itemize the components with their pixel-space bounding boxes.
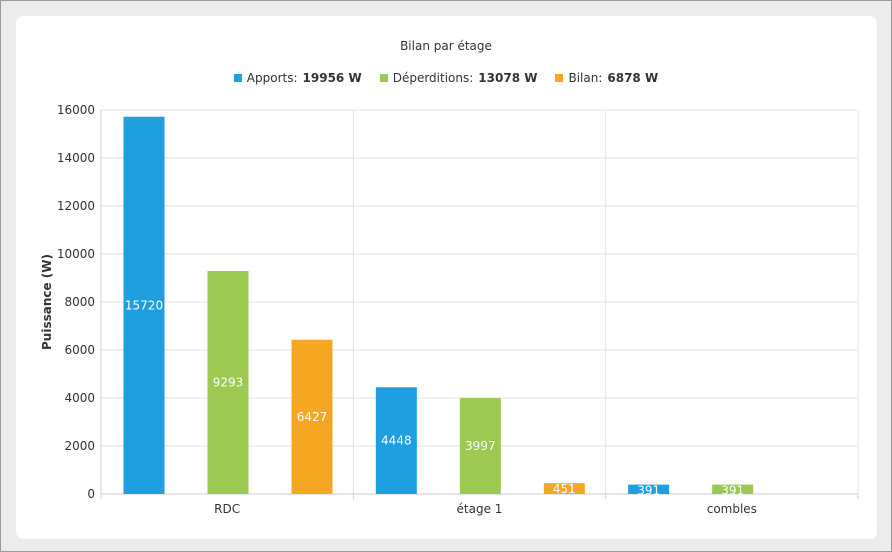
- bar-data-label: 6427: [297, 410, 328, 424]
- bar-data-label: 3997: [465, 439, 496, 453]
- legend-label-apports: Apports:: [246, 71, 298, 85]
- x-tick-label: RDC: [214, 502, 240, 516]
- chart-legend: Apports: 19956 W Déperditions: 13078 W B…: [0, 71, 892, 85]
- bar-data-label: 4448: [381, 434, 412, 448]
- bar-apports: [375, 387, 417, 494]
- bar-bilan: [543, 483, 585, 494]
- y-axis-title: Puissance (W): [40, 254, 54, 350]
- bar-data-label: 391: [637, 484, 660, 498]
- bar-bilan: [291, 339, 333, 494]
- legend-item-bilan[interactable]: Bilan: 6878 W: [555, 71, 658, 85]
- bar-dperditions: [207, 270, 249, 494]
- legend-value-apports: 19956 W: [302, 71, 362, 85]
- legend-item-deperditions[interactable]: Déperditions: 13078 W: [379, 71, 538, 85]
- y-tick-label: 10000: [57, 247, 95, 261]
- bar-data-label: 451: [553, 482, 576, 496]
- legend-value-deperditions: 13078 W: [478, 71, 538, 85]
- y-tick-label: 6000: [64, 343, 95, 357]
- bar-apports: [628, 484, 670, 494]
- legend-label-bilan: Bilan:: [568, 71, 603, 85]
- y-tick-label: 4000: [64, 391, 95, 405]
- legend-swatch-apports: [233, 74, 242, 82]
- y-tick-label: 2000: [64, 439, 95, 453]
- bar-data-label: 9293: [213, 375, 244, 389]
- bar-apports: [123, 116, 165, 494]
- y-tick-label: 16000: [57, 103, 95, 117]
- chart-title: Bilan par étage: [400, 39, 492, 53]
- bar-data-label: 391: [721, 484, 744, 498]
- legend-item-apports[interactable]: Apports: 19956 W: [233, 71, 362, 85]
- y-tick-label: 0: [87, 487, 95, 501]
- y-tick-label: 12000: [57, 199, 95, 213]
- y-tick-label: 14000: [57, 151, 95, 165]
- legend-value-bilan: 6878 W: [607, 71, 659, 85]
- legend-swatch-deperditions: [379, 74, 388, 82]
- y-tick-label: 8000: [64, 295, 95, 309]
- x-tick-label: combles: [707, 502, 757, 516]
- legend-label-deperditions: Déperditions:: [392, 71, 474, 85]
- x-tick-label: étage 1: [457, 502, 503, 516]
- bar-dperditions: [459, 398, 501, 494]
- bar-dperditions: [712, 484, 754, 494]
- legend-swatch-bilan: [555, 74, 564, 82]
- bar-data-label: 15720: [125, 298, 163, 312]
